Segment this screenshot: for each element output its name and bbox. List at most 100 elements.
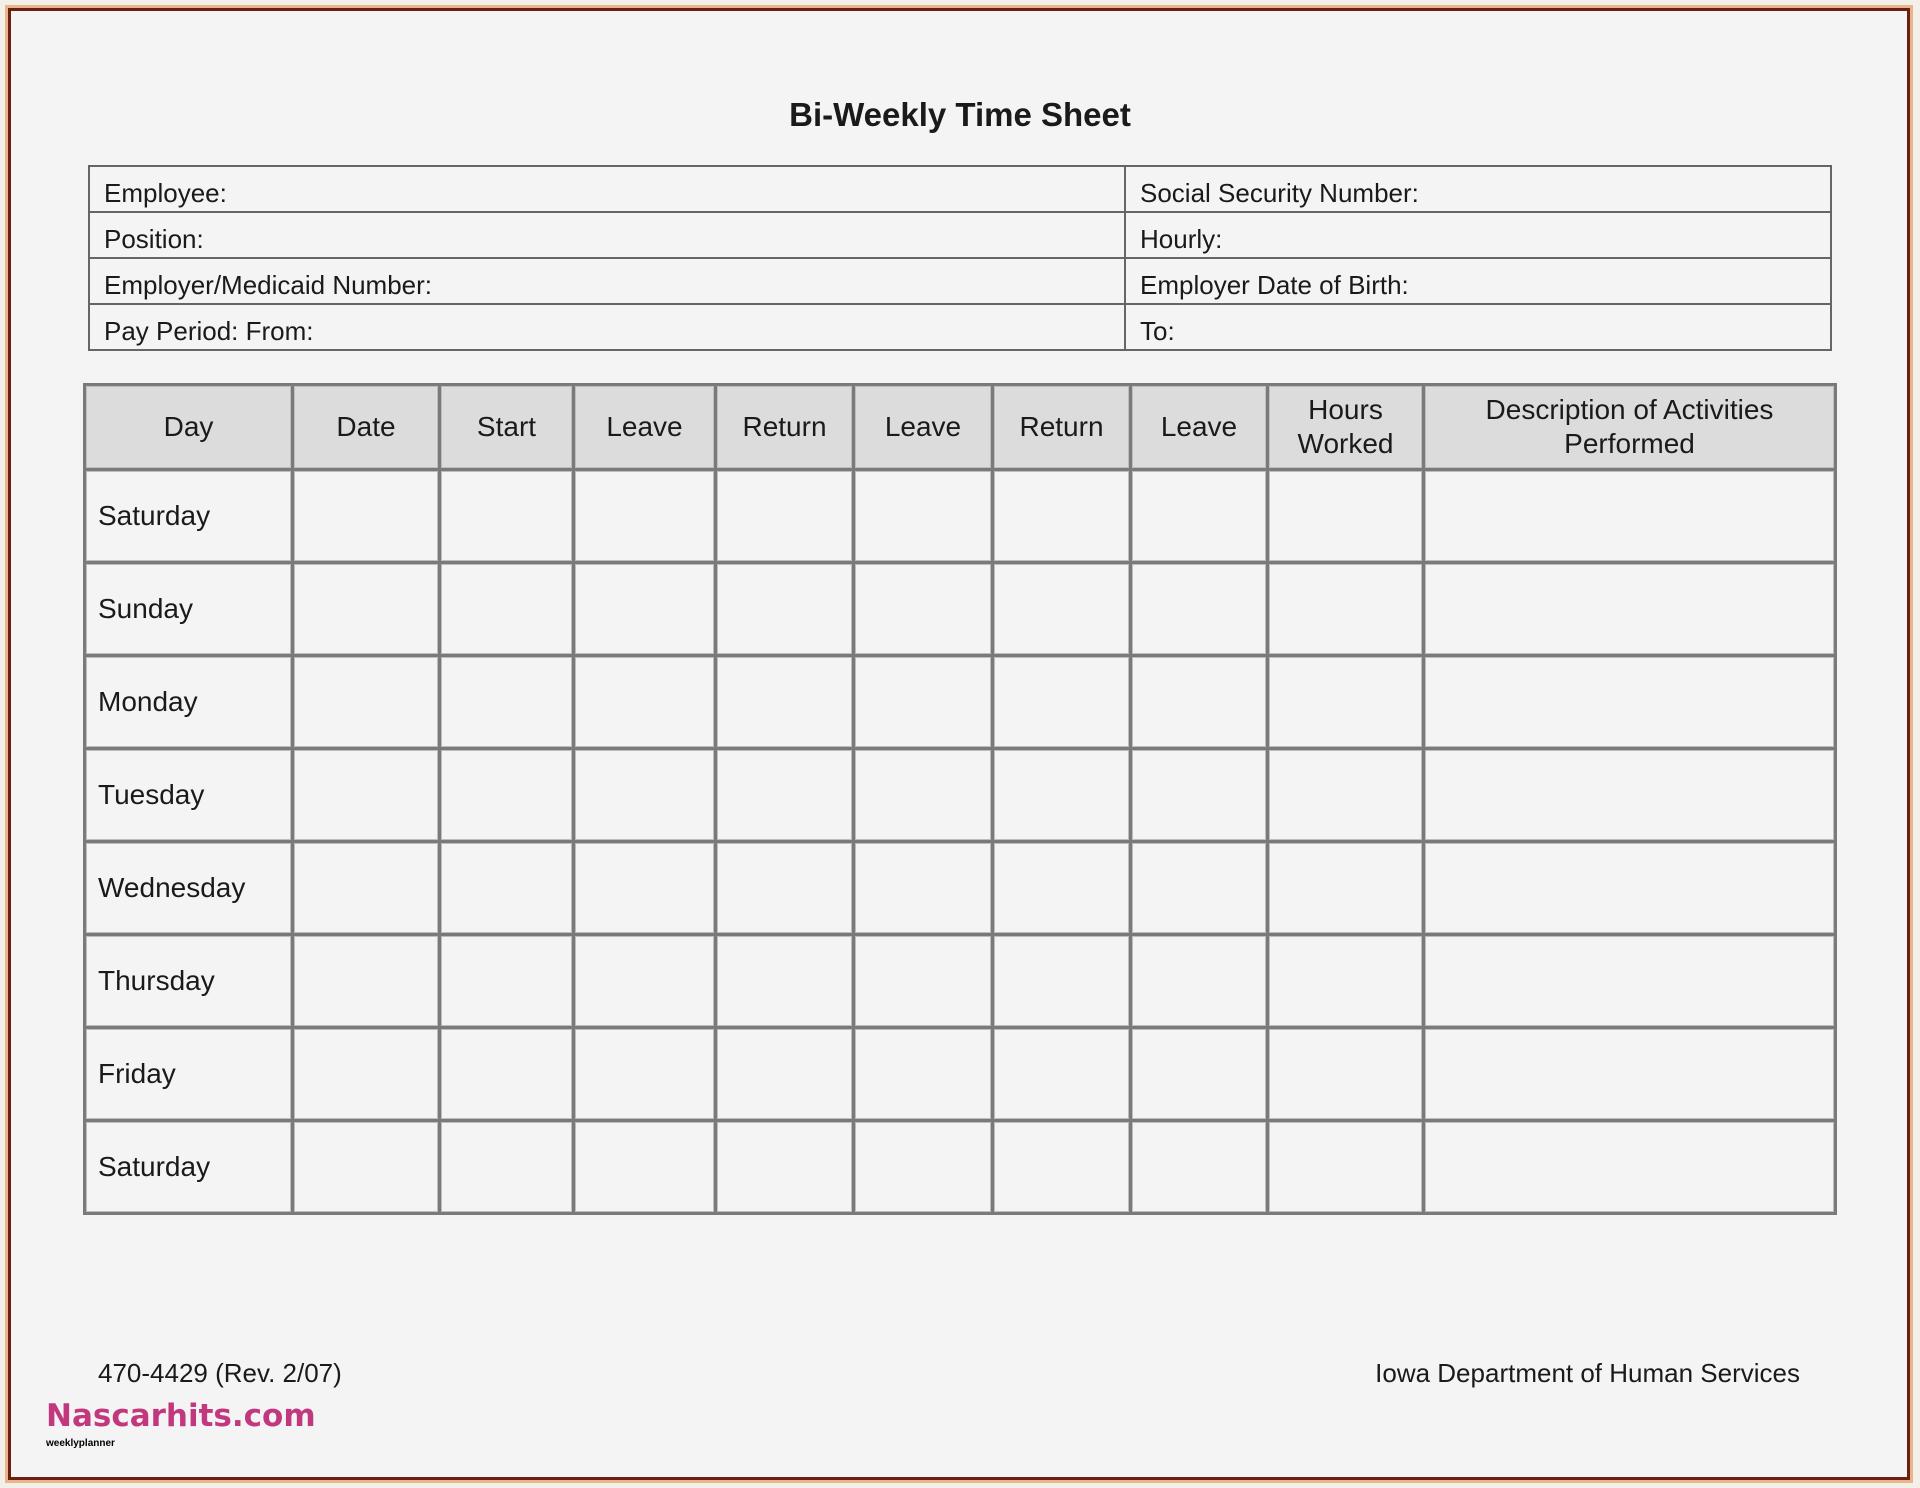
entry-cell[interactable] [714, 840, 855, 936]
employer-dob-field[interactable]: Employer Date of Birth: [1124, 257, 1832, 305]
entry-cell[interactable] [1422, 1026, 1837, 1122]
entry-cell[interactable] [1129, 561, 1269, 657]
header-row: Day Date Start Leave Return Leave Return Leave H… [83, 383, 1837, 471]
entry-cell[interactable] [991, 561, 1132, 657]
entry-cell[interactable] [1422, 561, 1837, 657]
entry-cell[interactable] [438, 654, 575, 750]
entry-cell[interactable] [438, 1119, 575, 1215]
entry-cell[interactable] [291, 561, 441, 657]
column-header: Leave [1129, 383, 1269, 471]
entry-cell[interactable] [852, 561, 994, 657]
entry-cell[interactable] [1266, 561, 1425, 657]
entry-cell[interactable] [572, 840, 717, 936]
table-row: Wednesday [83, 840, 1837, 936]
entry-cell[interactable] [572, 933, 717, 1029]
entry-cell[interactable] [991, 840, 1132, 936]
column-header: Day [83, 383, 294, 471]
entry-cell[interactable] [852, 840, 994, 936]
entry-cell[interactable] [438, 561, 575, 657]
position-field[interactable]: Position: [88, 211, 1126, 259]
page-title: Bi-Weekly Time Sheet [789, 96, 1131, 133]
entry-cell[interactable] [991, 468, 1132, 564]
entry-cell[interactable] [714, 654, 855, 750]
entry-cell[interactable] [291, 1026, 441, 1122]
entry-cell[interactable] [852, 1026, 994, 1122]
entry-cell[interactable] [438, 747, 575, 843]
day-label: Tuesday [83, 747, 294, 843]
entry-cell[interactable] [1129, 1026, 1269, 1122]
entry-cell[interactable] [991, 747, 1132, 843]
table-row: Saturday [83, 1119, 1837, 1215]
entry-cell[interactable] [438, 840, 575, 936]
entry-cell[interactable] [572, 468, 717, 564]
ssn-field[interactable]: Social Security Number: [1124, 165, 1832, 213]
entry-cell[interactable] [1422, 747, 1837, 843]
entry-cell[interactable] [1266, 1119, 1425, 1215]
entry-cell[interactable] [714, 561, 855, 657]
entry-cell[interactable] [1422, 468, 1837, 564]
entry-cell[interactable] [852, 654, 994, 750]
entry-cell[interactable] [1266, 654, 1425, 750]
table-row: Thursday [83, 933, 1837, 1029]
table-row: Sunday [83, 561, 1837, 657]
entry-cell[interactable] [714, 933, 855, 1029]
entry-cell[interactable] [991, 1026, 1132, 1122]
entry-cell[interactable] [852, 1119, 994, 1215]
entry-cell[interactable] [1266, 747, 1425, 843]
pay-period-to-field[interactable]: To: [1124, 303, 1832, 351]
entry-cell[interactable] [438, 468, 575, 564]
entry-cell[interactable] [572, 561, 717, 657]
form-number: 470-4429 (Rev. 2/07) [98, 1358, 342, 1388]
day-label: Saturday [83, 468, 294, 564]
entry-cell[interactable] [991, 933, 1132, 1029]
entry-cell[interactable] [991, 1119, 1132, 1215]
entry-cell[interactable] [291, 468, 441, 564]
column-header: Return [714, 383, 855, 471]
entry-cell[interactable] [1422, 840, 1837, 936]
watermark-logo: Nascarhits.com [46, 1398, 316, 1434]
entry-cell[interactable] [291, 654, 441, 750]
entry-cell[interactable] [714, 1026, 855, 1122]
entry-cell[interactable] [1422, 1119, 1837, 1215]
column-header: Description of Activities Performed [1422, 383, 1837, 471]
entry-cell[interactable] [1129, 468, 1269, 564]
column-header: Return [991, 383, 1132, 471]
entry-cell[interactable] [1266, 840, 1425, 936]
entry-cell[interactable] [291, 747, 441, 843]
entry-cell[interactable] [1129, 747, 1269, 843]
entry-cell[interactable] [852, 747, 994, 843]
entry-cell[interactable] [1422, 654, 1837, 750]
pay-period-from-field[interactable]: Pay Period: From: [88, 303, 1126, 351]
entry-cell[interactable] [1266, 933, 1425, 1029]
entry-cell[interactable] [991, 654, 1132, 750]
entry-cell[interactable] [1129, 1119, 1269, 1215]
entry-cell[interactable] [852, 933, 994, 1029]
entry-cell[interactable] [852, 468, 994, 564]
entry-cell[interactable] [572, 747, 717, 843]
entry-cell[interactable] [714, 1119, 855, 1215]
timesheet-table: Day Date Start Leave Return Leave Return Leave H… [83, 383, 1837, 1215]
entry-cell[interactable] [714, 468, 855, 564]
entry-cell[interactable] [572, 1026, 717, 1122]
entry-cell[interactable] [1129, 840, 1269, 936]
employee-field[interactable]: Employee: [88, 165, 1126, 213]
entry-cell[interactable] [1129, 654, 1269, 750]
table-row: Monday [83, 654, 1837, 750]
entry-cell[interactable] [291, 840, 441, 936]
entry-cell[interactable] [714, 747, 855, 843]
entry-cell[interactable] [438, 933, 575, 1029]
column-header: Hours Worked [1266, 383, 1425, 471]
entry-cell[interactable] [291, 933, 441, 1029]
entry-cell[interactable] [1422, 933, 1837, 1029]
column-header: Start [438, 383, 575, 471]
entry-cell[interactable] [1129, 933, 1269, 1029]
entry-cell[interactable] [291, 1119, 441, 1215]
employer-number-field[interactable]: Employer/Medicaid Number: [88, 257, 1126, 305]
entry-cell[interactable] [572, 1119, 717, 1215]
entry-cell[interactable] [438, 1026, 575, 1122]
table-row: Friday [83, 1026, 1837, 1122]
entry-cell[interactable] [572, 654, 717, 750]
entry-cell[interactable] [1266, 468, 1425, 564]
entry-cell[interactable] [1266, 1026, 1425, 1122]
hourly-field[interactable]: Hourly: [1124, 211, 1832, 259]
